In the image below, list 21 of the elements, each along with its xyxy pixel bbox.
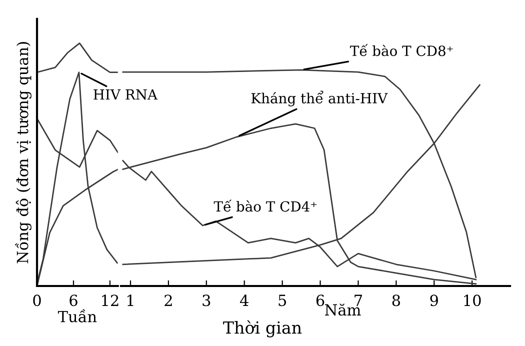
- x-axis-title: Tuần: [58, 309, 97, 322]
- x-tick-label: 3: [202, 294, 210, 306]
- x-tick-label: 4: [240, 294, 248, 306]
- x-tick-label: 6: [316, 294, 324, 306]
- text: Thời gian: [223, 320, 302, 338]
- x-axis-title: Năm: [325, 304, 361, 316]
- series-label: Tế bào T CD8⁺: [350, 44, 453, 56]
- x-tick-label: 12: [102, 294, 118, 306]
- x-tick-label: 10: [464, 294, 481, 306]
- series-label: HIV RNA: [94, 89, 158, 100]
- series-label: Kháng thể anti-HIV: [251, 90, 388, 106]
- x-tick-label: 6: [70, 294, 78, 306]
- x-tick-label: 0: [33, 294, 41, 306]
- x-tick-label: 1: [128, 294, 134, 306]
- x-tick-label: 8: [392, 294, 400, 306]
- y-axis-title: Nồng độ (đơn vị tương quan): [15, 42, 32, 264]
- x-tick-label: 9: [430, 294, 438, 306]
- x-tick-label: 7: [354, 294, 362, 306]
- x-tick-label: 2: [164, 294, 172, 306]
- series-label: Tế bào T CD4⁺: [214, 200, 317, 212]
- x-tick-label: 5: [278, 294, 286, 306]
